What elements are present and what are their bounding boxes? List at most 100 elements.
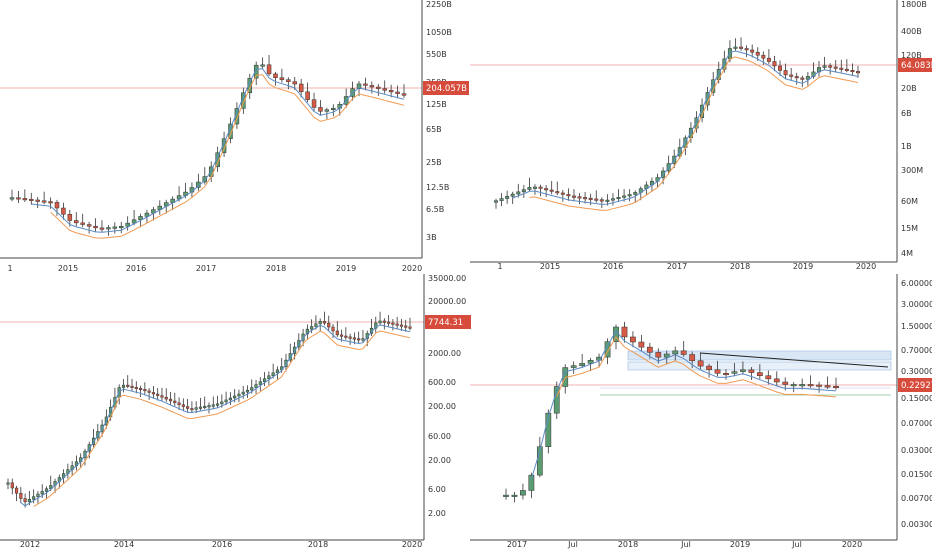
x-tick-label: 2020 <box>856 262 876 271</box>
candle-down <box>750 49 755 53</box>
candle-down <box>181 404 185 407</box>
candle-up <box>605 199 610 202</box>
candle-up <box>740 369 746 372</box>
y-tick-label: 2000.00 <box>428 349 461 358</box>
candle-down <box>61 207 66 215</box>
candle-up <box>221 138 227 154</box>
candle-down <box>344 335 348 338</box>
candle-up <box>263 378 267 382</box>
candle-down <box>357 338 361 341</box>
candle-down <box>844 68 849 71</box>
y-tick-label: 15M <box>901 224 918 233</box>
candle-up <box>237 393 241 397</box>
candle-up <box>119 226 124 229</box>
x-tick-label: 2016 <box>603 262 623 271</box>
candle-up <box>144 212 150 217</box>
candle-down <box>839 67 844 70</box>
candle-down <box>286 79 291 82</box>
candle-down <box>739 46 744 49</box>
x-tick-label: 1 <box>497 262 502 271</box>
x-tick-label: 2015 <box>540 262 560 271</box>
candle-up <box>27 498 31 503</box>
candle-down <box>126 384 130 387</box>
moving-average-slow <box>50 74 405 239</box>
candle-down <box>646 346 653 353</box>
y-tick-label: 6.5B <box>426 205 444 214</box>
candle-up <box>258 381 262 385</box>
candle-down <box>292 81 297 85</box>
candle-down <box>16 197 21 200</box>
candle-down <box>833 66 838 69</box>
candle-up <box>521 189 526 193</box>
candle-up <box>125 222 130 227</box>
moving-average-fast <box>530 330 837 480</box>
candle-down <box>327 322 331 328</box>
y-tick-label: 1.50000 <box>901 322 932 331</box>
candle-down <box>177 402 181 405</box>
candle-down <box>23 498 27 503</box>
candle-up <box>241 391 245 395</box>
candle-down <box>756 372 763 376</box>
moving-average-slow <box>529 56 859 211</box>
x-tick-label: Jul <box>567 540 578 549</box>
candle-down <box>298 83 304 93</box>
candle-down <box>697 360 704 367</box>
y-tick-label: 20B <box>901 84 917 93</box>
candle-down <box>134 386 138 389</box>
candle-down <box>544 188 549 191</box>
candle-down <box>549 189 554 192</box>
chart-panel-1: 2250B1050B550B250B125B65B25B12.5B6.5B3B1… <box>0 0 469 273</box>
candle-up <box>228 397 232 401</box>
candle-up <box>822 65 827 68</box>
candle-down <box>376 86 381 89</box>
descending-trendline <box>699 352 889 368</box>
candle-down <box>168 398 173 402</box>
candle-down <box>794 76 799 79</box>
candle-up <box>733 46 738 49</box>
y-tick-label: 0.15000 <box>901 394 932 403</box>
candle-up <box>378 320 382 324</box>
candle-down <box>41 200 47 203</box>
candle-up <box>215 152 220 168</box>
y-tick-label: 0.03000 <box>901 446 932 455</box>
candle-down <box>339 334 344 337</box>
y-tick-label: 4M <box>901 249 913 258</box>
x-tick-label: 2017 <box>196 264 216 273</box>
candle-up <box>44 488 49 492</box>
candle-down <box>680 350 687 355</box>
y-tick-label: 300M <box>901 166 923 175</box>
x-tick-label: 2016 <box>212 540 232 549</box>
candle-down <box>352 337 356 340</box>
y-tick-label: 550B <box>426 50 447 59</box>
x-tick-label: 2018 <box>266 264 286 273</box>
y-tick-label: 6B <box>901 109 912 118</box>
candle-down <box>382 88 387 91</box>
y-tick-label: 0.07000 <box>901 419 932 428</box>
y-tick-label: 0.30000 <box>901 367 932 376</box>
candle-up <box>672 350 679 355</box>
candle-up <box>40 491 44 495</box>
candle-up <box>527 187 532 190</box>
candle-down <box>80 222 85 225</box>
y-tick-label: 2250B <box>426 0 452 9</box>
candle-up <box>663 353 670 358</box>
candle-up <box>499 198 504 202</box>
candle-up <box>331 107 336 110</box>
moving-average-slow <box>556 336 837 398</box>
candle-down <box>348 336 352 339</box>
x-tick-label: 2018 <box>308 540 328 549</box>
candle-up <box>511 494 518 497</box>
candle-up <box>198 406 203 409</box>
candle-up <box>627 194 632 197</box>
candle-down <box>856 71 860 74</box>
candle-up <box>131 219 137 224</box>
y-tick-label: 200.00 <box>428 402 456 411</box>
candle-down <box>318 107 323 112</box>
x-tick-label: 2017 <box>667 262 687 271</box>
candle-down <box>186 406 190 409</box>
y-tick-label: 1B <box>901 142 912 151</box>
candle-up <box>211 404 215 407</box>
candle-up <box>233 395 237 399</box>
y-tick-label: 20.00 <box>428 456 451 465</box>
candle-down <box>19 493 23 499</box>
